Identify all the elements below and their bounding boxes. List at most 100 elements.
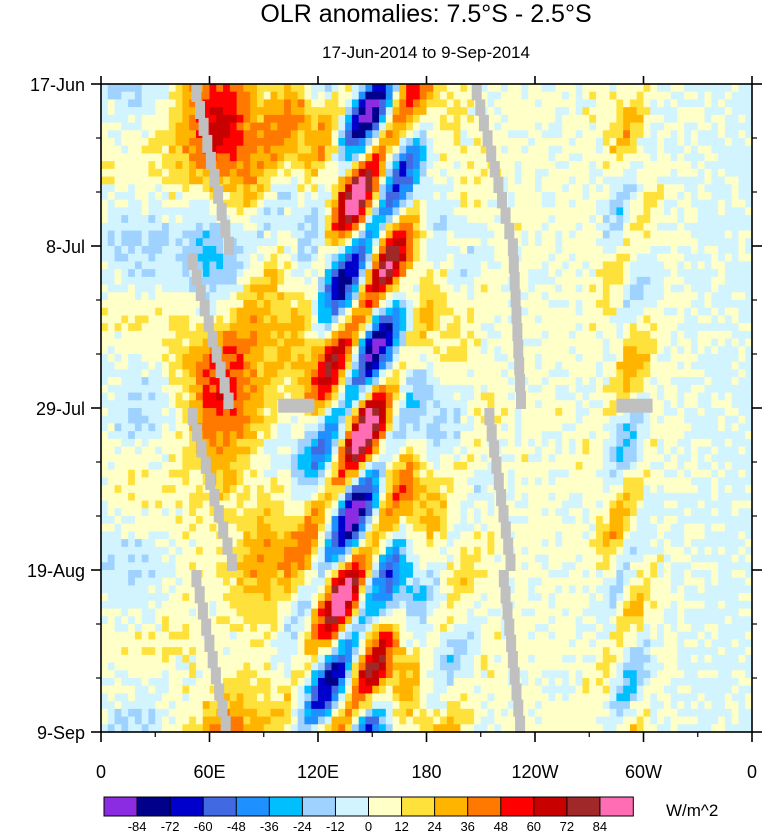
anomaly-cell [256, 338, 265, 347]
anomaly-cell [223, 423, 231, 432]
anomaly-cell [731, 377, 740, 386]
anomaly-cell [528, 446, 536, 455]
anomaly-cell [535, 315, 543, 324]
anomaly-cell [263, 192, 272, 201]
anomaly-cell [663, 84, 672, 93]
anomaly-cell [596, 446, 604, 455]
anomaly-cell [629, 292, 638, 301]
anomaly-cell [562, 307, 570, 317]
anomaly-cell [521, 423, 529, 432]
anomaly-cell [277, 91, 285, 101]
anomaly-cell [562, 315, 570, 324]
anomaly-cell [351, 122, 360, 131]
anomaly-cell [535, 462, 543, 471]
anomaly-cell [304, 284, 312, 293]
anomaly-cell [650, 238, 658, 247]
anomaly-cell [582, 145, 590, 155]
anomaly-cell [629, 315, 638, 324]
anomaly-cell [684, 269, 692, 278]
anomaly-cell [704, 384, 712, 394]
anomaly-cell [602, 477, 611, 486]
anomaly-cell [290, 114, 299, 124]
anomaly-cell [148, 415, 156, 425]
anomaly-cell [453, 454, 462, 463]
anomaly-cell [616, 346, 624, 355]
anomaly-cell [589, 161, 597, 170]
anomaly-cell [480, 276, 489, 286]
anomaly-cell [297, 392, 306, 401]
anomaly-cell [134, 346, 143, 355]
anomaly-cell [501, 377, 509, 386]
anomaly-cell [229, 138, 238, 147]
anomaly-cell [684, 384, 692, 394]
anomaly-cell [168, 91, 177, 101]
anomaly-cell [175, 246, 183, 255]
anomaly-cell [528, 145, 536, 155]
anomaly-cell [480, 338, 489, 347]
anomaly-cell [148, 107, 156, 116]
anomaly-cell [338, 292, 346, 301]
anomaly-cell [643, 438, 651, 448]
anomaly-cell [602, 431, 611, 440]
anomaly-cell [148, 84, 156, 93]
anomaly-cell [331, 184, 339, 193]
anomaly-cell [541, 354, 550, 363]
anomaly-cell [189, 153, 197, 162]
anomaly-cell [684, 477, 692, 486]
anomaly-cell [684, 176, 692, 185]
anomaly-cell [548, 438, 556, 448]
anomaly-cell [311, 253, 319, 263]
anomaly-cell [650, 168, 658, 178]
anomaly-cell [114, 400, 122, 409]
anomaly-cell [277, 192, 285, 201]
anomaly-cell [168, 138, 177, 147]
anomaly-cell [263, 400, 272, 409]
anomaly-cell [155, 238, 163, 247]
anomaly-cell [372, 392, 380, 401]
anomaly-cell [250, 338, 258, 347]
anomaly-cell [677, 207, 685, 216]
anomaly-cell [616, 415, 624, 425]
anomaly-cell [663, 107, 672, 116]
anomaly-cell [555, 284, 563, 293]
anomaly-cell [718, 423, 726, 432]
anomaly-cell [141, 354, 150, 363]
anomaly-cell [440, 153, 448, 162]
anomaly-cell [562, 338, 570, 347]
anomaly-cell [575, 315, 584, 324]
anomaly-cell [128, 215, 136, 224]
anomaly-cell [623, 284, 631, 293]
anomaly-cell [663, 384, 672, 394]
anomaly-cell [704, 346, 712, 355]
anomaly-cell [473, 469, 482, 479]
anomaly-cell [568, 392, 577, 401]
anomaly-cell [385, 107, 394, 116]
anomaly-cell [223, 415, 231, 425]
anomaly-cell [697, 230, 706, 239]
anomaly-cell [209, 431, 217, 440]
anomaly-cell [507, 377, 516, 386]
anomaly-cell [114, 130, 122, 139]
anomaly-cell [433, 161, 441, 170]
anomaly-cell [202, 431, 211, 440]
anomaly-cell [155, 199, 163, 209]
anomaly-cell [426, 446, 434, 455]
anomaly-cell [616, 230, 624, 239]
anomaly-cell [433, 122, 441, 131]
anomaly-cell [446, 338, 455, 347]
anomaly-cell [426, 423, 434, 432]
anomaly-cell [535, 153, 543, 162]
anomaly-cell [168, 330, 177, 340]
anomaly-cell [514, 176, 523, 185]
anomaly-cell [724, 469, 733, 479]
anomaly-cell [243, 176, 251, 185]
anomaly-cell [318, 377, 326, 386]
anomaly-cell [609, 269, 617, 278]
anomaly-cell [270, 84, 278, 93]
anomaly-cell [182, 168, 190, 178]
anomaly-cell [155, 215, 163, 224]
anomaly-cell [236, 138, 245, 147]
anomaly-cell [365, 454, 373, 463]
anomaly-cell [365, 184, 373, 193]
anomaly-cell [616, 300, 624, 309]
